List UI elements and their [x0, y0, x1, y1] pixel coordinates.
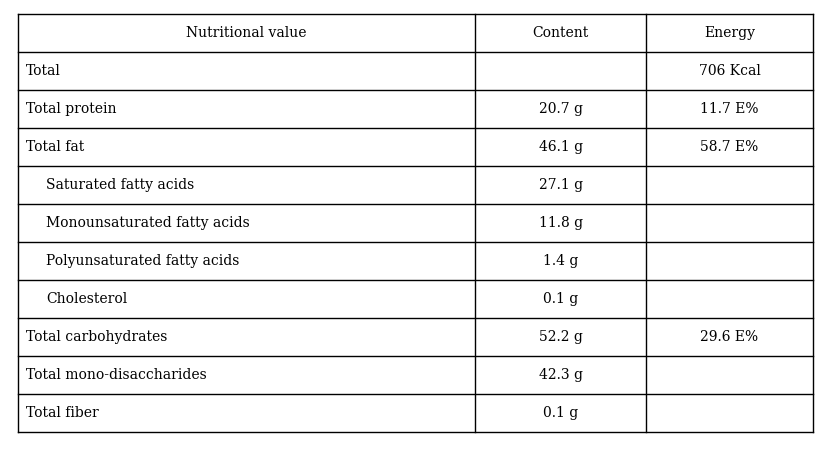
Text: 58.7 E%: 58.7 E%	[701, 140, 759, 154]
Text: Monounsaturated fatty acids: Monounsaturated fatty acids	[46, 216, 250, 230]
Text: 0.1 g: 0.1 g	[543, 292, 578, 306]
Text: Total: Total	[26, 64, 61, 78]
Text: Energy: Energy	[704, 26, 755, 40]
Text: 11.8 g: 11.8 g	[538, 216, 583, 230]
Text: 20.7 g: 20.7 g	[538, 102, 583, 116]
Text: 706 Kcal: 706 Kcal	[699, 64, 760, 78]
Text: Total protein: Total protein	[26, 102, 116, 116]
Text: Total mono-disaccharides: Total mono-disaccharides	[26, 368, 207, 382]
Text: Total carbohydrates: Total carbohydrates	[26, 330, 167, 344]
Text: Saturated fatty acids: Saturated fatty acids	[46, 178, 194, 192]
Text: Total fiber: Total fiber	[26, 406, 99, 420]
Text: 52.2 g: 52.2 g	[538, 330, 583, 344]
Text: 29.6 E%: 29.6 E%	[701, 330, 759, 344]
Text: 42.3 g: 42.3 g	[538, 368, 583, 382]
Text: Content: Content	[533, 26, 588, 40]
Text: Cholesterol: Cholesterol	[46, 292, 127, 306]
Text: 0.1 g: 0.1 g	[543, 406, 578, 420]
Text: 1.4 g: 1.4 g	[543, 254, 578, 268]
Text: Total fat: Total fat	[26, 140, 84, 154]
Text: 27.1 g: 27.1 g	[538, 178, 583, 192]
Text: Nutritional value: Nutritional value	[186, 26, 307, 40]
Text: 11.7 E%: 11.7 E%	[701, 102, 759, 116]
Text: 46.1 g: 46.1 g	[538, 140, 583, 154]
Text: Polyunsaturated fatty acids: Polyunsaturated fatty acids	[46, 254, 239, 268]
